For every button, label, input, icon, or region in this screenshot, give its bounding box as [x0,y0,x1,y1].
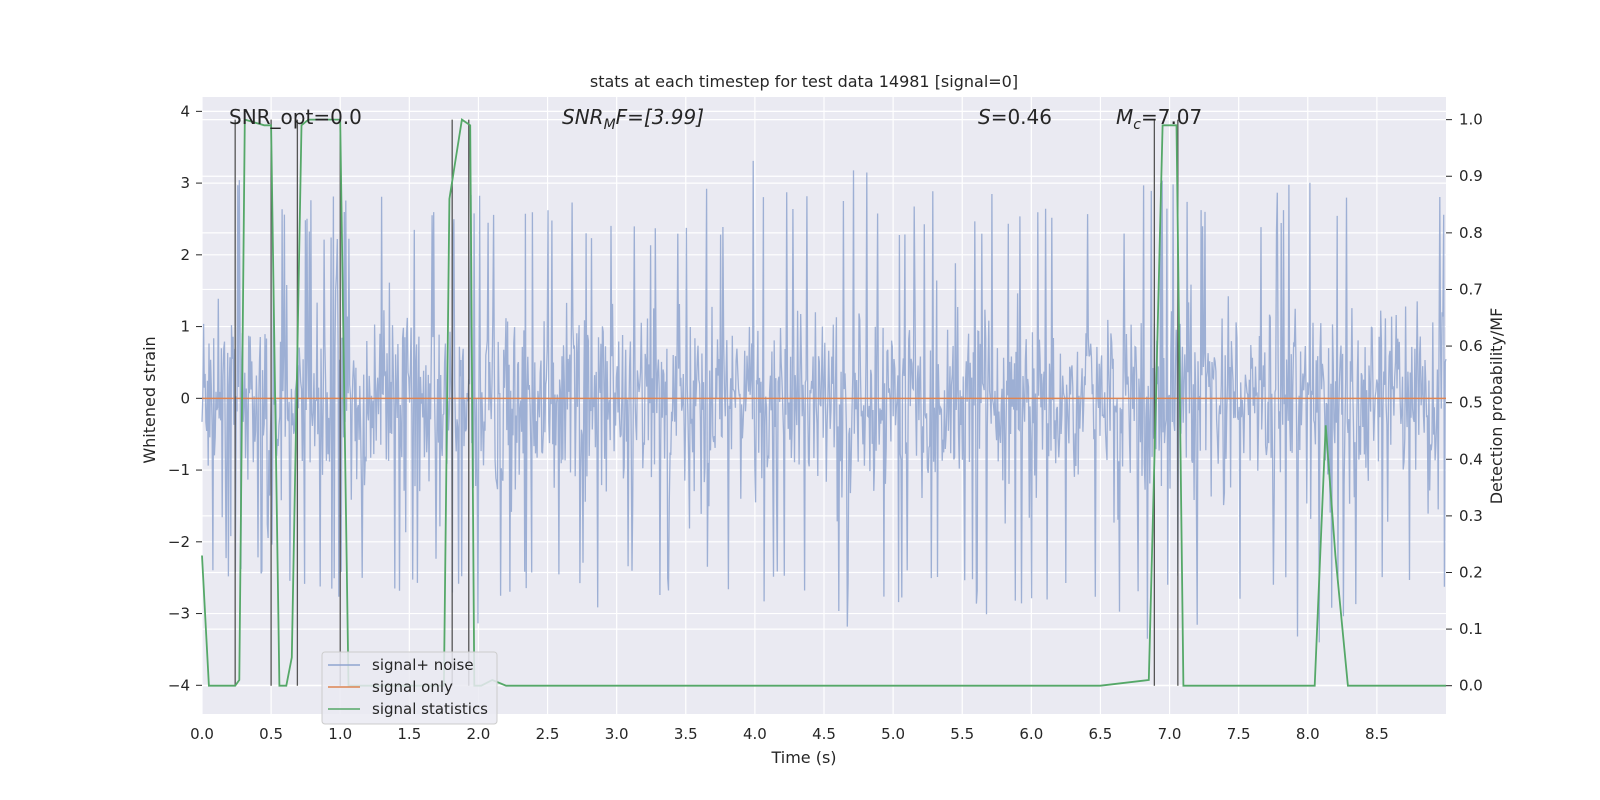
y-tick-label: 2 [180,246,190,264]
x-tick-label: 5.5 [950,725,974,743]
x-tick-label: 7.5 [1227,725,1251,743]
s-value: =0.46 [991,105,1052,129]
x-tick-label: 2.0 [467,725,491,743]
x-tick-label: 0.0 [190,725,214,743]
x-tick-label: 5.0 [881,725,905,743]
legend-label-signal-statistics: signal statistics [372,700,488,718]
x-tick-label: 1.5 [397,725,421,743]
mc-subscript: c [1133,117,1141,133]
snr-mf-main: SNR [562,105,604,129]
plot-area: 0.0 0.5 1.0 1.5 2.0 2.5 3.0 3.5 4.0 4.5 5.0 5.5 6.0 6… [168,97,1483,743]
x-tick-label: 6.0 [1019,725,1043,743]
mc-variable: M [1116,105,1133,129]
y-axis-label: Whitened strain [140,336,159,463]
y2-tick-label: 0.1 [1459,620,1483,638]
x-tick-label: 1.0 [328,725,352,743]
y2-tick-label: 0.7 [1459,280,1483,298]
y2-tick-label: 0.9 [1459,167,1483,185]
y2-tick-label: 0.8 [1459,224,1483,242]
snr-mf-subscript: M [604,117,616,133]
x-tick-label: 4.0 [743,725,767,743]
x-axis-label: Time (s) [770,748,836,767]
y2-tick-label: 1.0 [1459,111,1483,129]
s-annotation: S=0.46 [978,105,1052,129]
y2-tick-label: 0.5 [1459,394,1483,412]
s-variable: S [978,105,991,129]
y-tick-label: 3 [180,174,190,192]
y-tick-label: −1 [168,461,190,479]
y-tick-label: −4 [168,676,190,694]
legend-label-signal-noise: signal+ noise [372,656,474,674]
legend: signal+ noise signal only signal statist… [321,651,498,725]
y2-tick-label: 0.4 [1459,450,1483,468]
series-signal-statistics-line [201,118,1446,687]
legend-frame [321,651,498,725]
snr-mf-rest: F=[3.99] [616,105,704,129]
mc-annotation: Mc=7.07 [1116,105,1202,133]
y2-tick-label: 0.6 [1459,337,1483,355]
mc-value: =7.07 [1141,105,1202,129]
y-tick-label: −3 [168,605,190,623]
x-tick-label: 2.5 [536,725,560,743]
series-signal-noise-line [201,160,1447,643]
y-tick-label: 0 [180,389,190,407]
y2-tick-label: 0.3 [1459,507,1483,525]
x-tick-label: 6.5 [1089,725,1113,743]
x-tick-label: 7.0 [1158,725,1182,743]
x-tick-label: 3.0 [605,725,629,743]
x-tick-label: 4.5 [812,725,836,743]
x-tick-label: 3.5 [674,725,698,743]
snr-opt-annotation: SNR_opt=0.0 [229,105,362,129]
x-tick-label: 8.5 [1365,725,1389,743]
y-tick-label: 4 [180,102,190,120]
y-tick-label: −2 [168,533,190,551]
y2-tick-label: 0.0 [1459,677,1483,695]
y-tick-label: 1 [180,318,190,336]
x-tick-label: 0.5 [259,725,283,743]
legend-label-signal-only: signal only [372,678,453,696]
x-tick-label: 8.0 [1296,725,1320,743]
chart-title: stats at each timestep for test data 149… [590,72,1018,91]
snr-mf-annotation: SNRMF=[3.99] [562,105,704,133]
y2-tick-label: 0.2 [1459,563,1483,581]
y2-axis-label: Detection probability/MF [1487,308,1506,505]
